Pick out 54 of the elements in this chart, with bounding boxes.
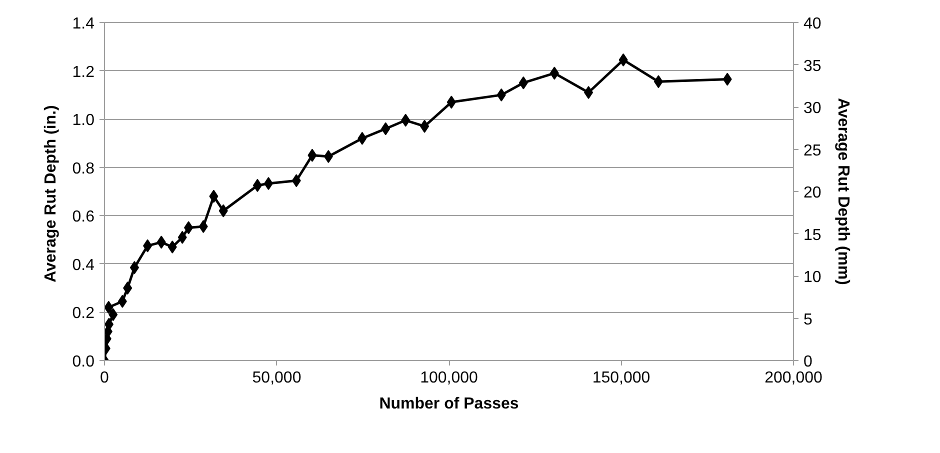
point (446, 96, 456, 109)
x-tick-label: 200,000 (764, 370, 823, 386)
y2-tick-label: 30 (804, 100, 822, 117)
y2-tick-label: 15 (804, 226, 822, 244)
y-tick-label: 1.0 (72, 112, 95, 130)
point (123, 282, 132, 295)
y2-axis-title: Average Rut Depth (mm) (834, 98, 852, 285)
point (324, 150, 333, 163)
point (584, 86, 594, 100)
y2-tick-label: 10 (804, 269, 822, 286)
y-tick-label: 0.6 (72, 208, 95, 226)
point (130, 261, 139, 274)
point (168, 240, 177, 254)
x-axis-title: Number of Passes (379, 396, 519, 412)
y2-tick-label: 35 (804, 58, 822, 75)
point (381, 122, 390, 136)
y-tick-label: 1.4 (72, 16, 95, 32)
point (218, 204, 228, 218)
y-axis-title: Average Rut Depth (in.) (42, 105, 60, 282)
y-tick-label: 0.4 (72, 256, 95, 274)
point (156, 236, 166, 249)
x-tick-label: 50,000 (252, 370, 302, 386)
point (252, 178, 262, 192)
point (496, 88, 506, 102)
point (401, 114, 410, 127)
point (654, 75, 663, 88)
y2-tick-label: 40 (804, 16, 822, 32)
point (420, 120, 430, 133)
point (209, 190, 218, 203)
point (550, 66, 559, 80)
point (184, 221, 194, 234)
x-tick-label: 0 (100, 370, 110, 386)
point (292, 174, 301, 188)
point (518, 76, 528, 90)
point (358, 132, 367, 145)
y-tick-label: 1.2 (72, 64, 95, 81)
x-tick-label: 150,000 (592, 370, 650, 386)
point (108, 308, 118, 322)
point (178, 230, 187, 244)
point (264, 177, 273, 190)
point (618, 53, 628, 66)
point (308, 148, 317, 162)
point (118, 294, 127, 308)
point (143, 239, 152, 252)
y-tick-label: 0.0 (72, 354, 95, 370)
point (722, 72, 732, 86)
y2-tick-label: 0 (804, 354, 812, 370)
y2-tick-label: 5 (804, 311, 812, 328)
point (198, 220, 208, 234)
y-tick-label: 0.2 (72, 305, 95, 322)
y2-tick-label: 20 (804, 184, 822, 202)
y-tick-label: 0.8 (72, 160, 95, 178)
x-tick-label: 100,000 (420, 370, 478, 386)
y2-tick-label: 25 (804, 142, 822, 160)
